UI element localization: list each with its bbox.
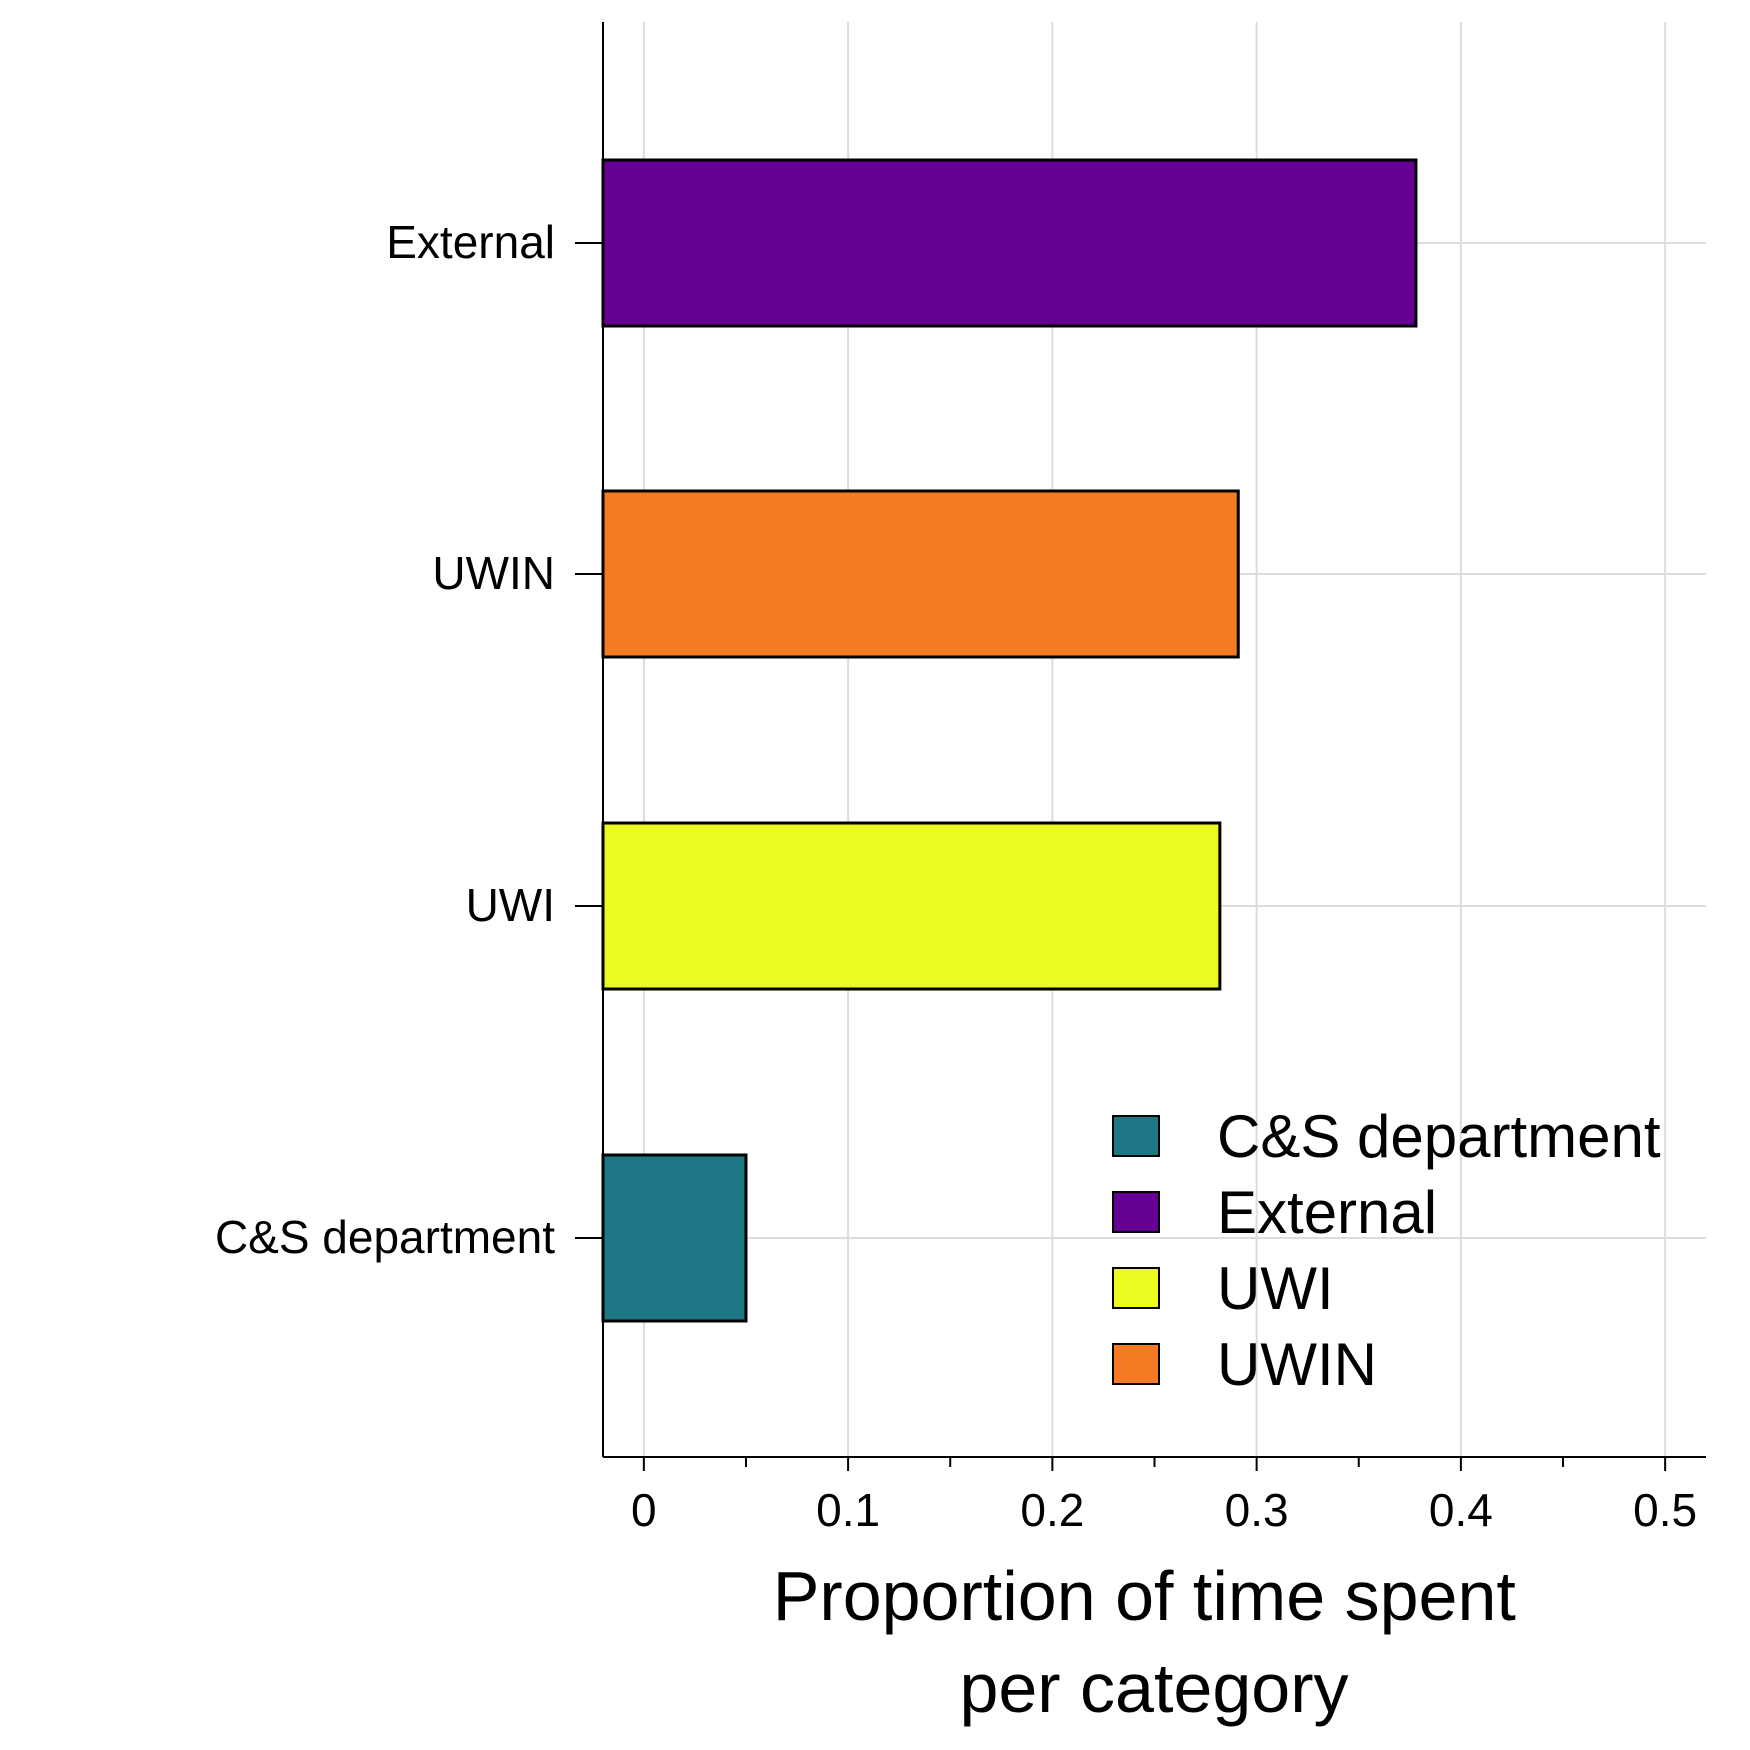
x-axis-title-line-1: Proportion of time spent	[773, 1557, 1516, 1635]
x-tick-label: 0.1	[816, 1484, 880, 1536]
bar-uwi	[601, 821, 1222, 991]
x-axis-title-line-2: per category	[959, 1649, 1348, 1727]
y-tick-label: UWIN	[432, 547, 555, 599]
bars	[601, 158, 1418, 1323]
x-tick-label: 0.3	[1225, 1484, 1289, 1536]
bar-external	[601, 158, 1418, 328]
x-axis-title: Proportion of time spent per category	[773, 1557, 1536, 1727]
bar-c-s-department	[601, 1153, 748, 1323]
ticks: External UWIN UWI C&S department 0 0.1 0.2 0.3 0…	[215, 216, 1697, 1536]
y-tick-label: UWI	[466, 879, 555, 931]
legend-label: UWI	[1217, 1255, 1334, 1322]
legend-label: UWIN	[1217, 1331, 1377, 1398]
x-tick-label: 0	[631, 1484, 657, 1536]
y-tick-label: C&S department	[215, 1211, 555, 1263]
legend-label: External	[1217, 1179, 1437, 1246]
legend-swatch	[1112, 1267, 1160, 1309]
y-tick-label: External	[386, 216, 555, 268]
legend-swatch	[1112, 1191, 1160, 1233]
x-tick-label: 0.4	[1429, 1484, 1493, 1536]
legend: C&S department External UWI UWIN	[1112, 1103, 1661, 1398]
legend-swatch	[1112, 1343, 1160, 1385]
x-tick-label: 0.2	[1020, 1484, 1084, 1536]
x-tick-label: 0.5	[1633, 1484, 1697, 1536]
bar-uwin	[601, 489, 1240, 659]
legend-label: C&S department	[1217, 1103, 1661, 1170]
legend-swatch	[1112, 1115, 1160, 1157]
